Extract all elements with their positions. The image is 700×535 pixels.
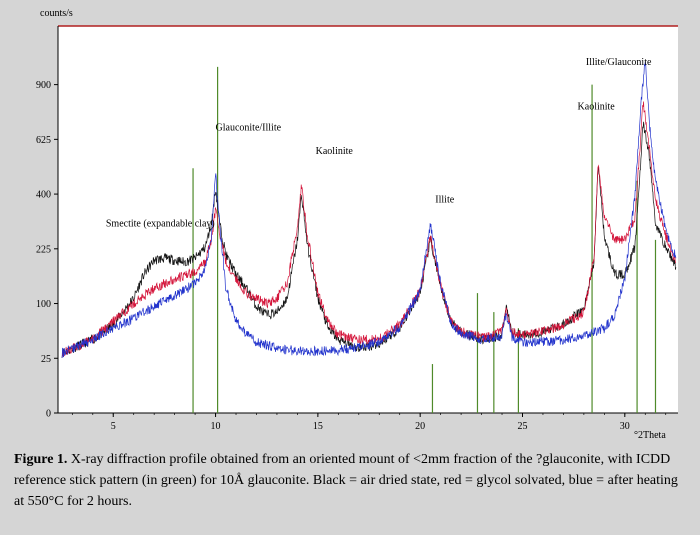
y-tick-label: 400	[36, 190, 51, 201]
x-tick-label: 25	[517, 421, 527, 432]
y-tick-label: 0	[46, 409, 51, 420]
caption-text: X-ray diffraction profile obtained from …	[14, 452, 678, 509]
y-tick-label: 900	[36, 80, 51, 91]
peak-annotation: Glauconite/Illite	[216, 123, 282, 134]
x-tick-label: 15	[313, 421, 323, 432]
peak-annotation: Kaolinite	[316, 146, 354, 157]
x-tick-label: 5	[111, 421, 116, 432]
xrd-chart: 0 25 100 225 400 625 900 5 10 15 20 25 30 Smectite (…	[36, 8, 678, 441]
x-tick-label: 20	[415, 421, 425, 432]
peak-annotation: Smectite (expandable clay)	[106, 219, 215, 230]
peak-annotation: Illite/Glauconite	[586, 57, 652, 68]
y-tick-label: 625	[36, 135, 51, 146]
y-tick-label: 225	[36, 244, 51, 255]
x-tick-label: 10	[211, 421, 221, 432]
peak-annotation: Kaolinite	[578, 101, 616, 112]
y-tick-label: 25	[41, 354, 51, 365]
xrd-chart-svg: 0 25 100 225 400 625 900 5 10 15 20 25 30 Smectite (…	[36, 8, 678, 441]
y-axis-label: counts/s	[40, 8, 73, 19]
x-tick-label: 30	[620, 421, 630, 432]
y-tick-label: 100	[36, 299, 51, 310]
caption-label: Figure 1.	[14, 452, 68, 467]
peak-annotation: Illite	[435, 194, 454, 205]
figure-caption: Figure 1. X-ray diffraction profile obta…	[14, 449, 690, 512]
x-axis-label: °2Theta	[634, 430, 666, 440]
series-line	[61, 61, 677, 359]
